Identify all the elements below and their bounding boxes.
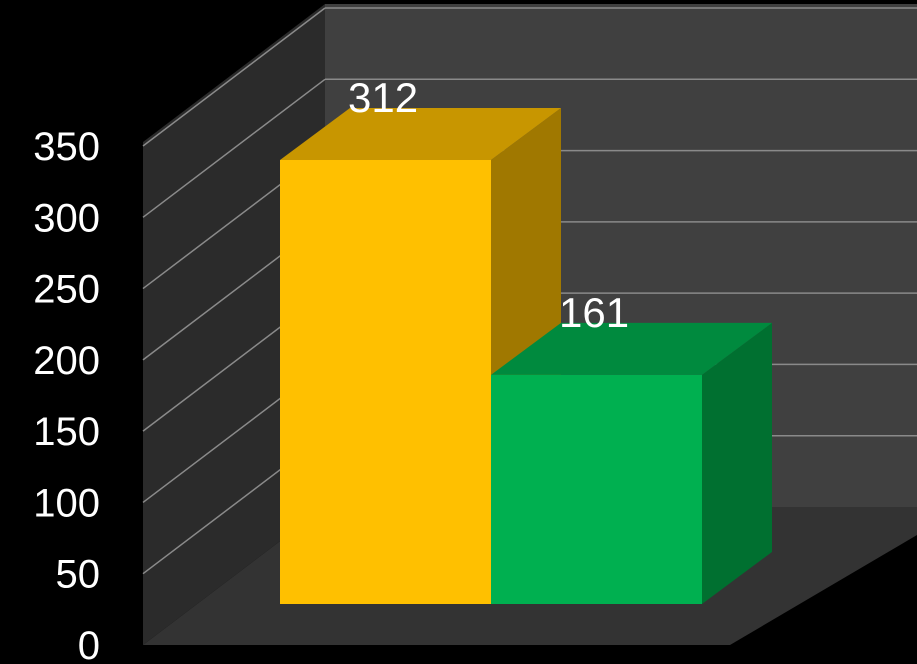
y-tick-label: 150	[33, 410, 100, 454]
bar-1-top	[280, 108, 561, 160]
bar-1	[280, 160, 491, 604]
gridline-side	[142, 7, 326, 147]
bar-2	[491, 374, 702, 604]
y-axis-tick-labels: 0 50 100 150 200 250 300 350	[33, 125, 100, 664]
y-tick-label: 50	[56, 553, 101, 597]
data-label: 161	[559, 289, 629, 336]
data-label: 312	[348, 74, 418, 121]
bars	[280, 108, 772, 604]
y-tick-label: 300	[33, 196, 100, 240]
data-labels: 312 161	[348, 74, 629, 336]
y-tick-label: 250	[33, 268, 100, 312]
y-tick-label: 350	[33, 125, 100, 169]
bar-2-top	[491, 322, 772, 375]
y-tick-label: 0	[78, 624, 100, 664]
y-tick-label: 100	[33, 481, 100, 525]
side-wall	[143, 4, 325, 645]
y-tick-label: 200	[33, 339, 100, 383]
bar-2-side	[702, 322, 772, 604]
gridline-side	[142, 78, 326, 218]
